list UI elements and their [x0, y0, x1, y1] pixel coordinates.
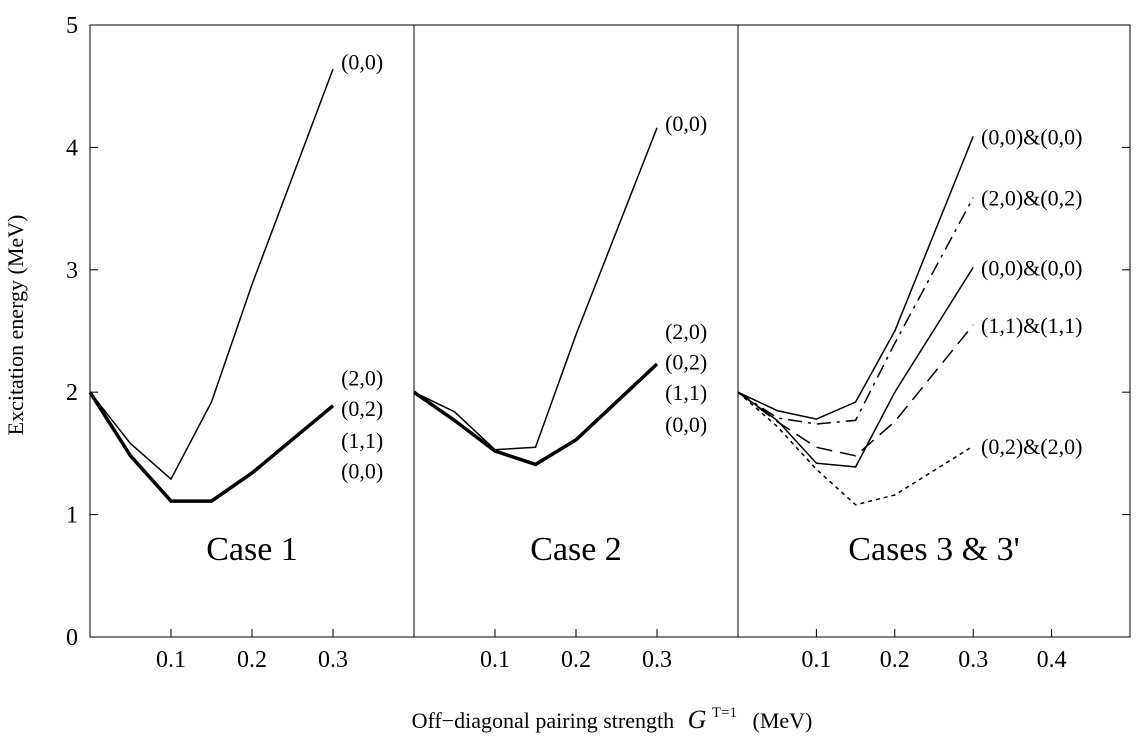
- series-line-4: [737, 324, 974, 457]
- x-tick-label: 0.2: [561, 647, 591, 673]
- curve-label-2: (2,0)&(0,2): [981, 186, 1082, 211]
- x-axis-title-superscript: T=1: [712, 705, 737, 721]
- x-axis-title-suffix: (MeV): [753, 708, 813, 733]
- y-tick-label: 1: [66, 503, 78, 529]
- y-axis-title: Excitation energy (MeV): [3, 215, 28, 436]
- series-line-1: [89, 68, 334, 481]
- x-axis-title: Off−diagonal pairing strength G T=1 (MeV…: [412, 697, 813, 734]
- x-tick-label: 0.3: [642, 647, 672, 673]
- panel-title: Cases 3 & 3': [848, 531, 1019, 568]
- series-line-1: [413, 127, 658, 451]
- curve-label-5: (0,2)&(2,0): [981, 434, 1082, 459]
- series-line-2: [737, 197, 974, 425]
- y-tick-label: 5: [66, 13, 78, 39]
- frame-border: [89, 24, 1131, 638]
- x-tick-label: 0.4: [1037, 647, 1067, 673]
- x-tick-label: 0.2: [880, 647, 910, 673]
- plot-frame: [89, 24, 1131, 638]
- panel-3: 0.1 0.2 0.3 0.4 (0,0)&(0,0) (2,0)&(0,2) (0,0)&…: [737, 124, 1082, 673]
- curve-label-1: (0,0)&(0,0): [981, 124, 1082, 149]
- series-line-3: [737, 267, 974, 468]
- x-tick-label: 0.1: [156, 647, 186, 673]
- curve-label-5: (0,0): [665, 412, 707, 437]
- panel-title: Case 2: [530, 531, 622, 568]
- x-tick-label: 0.3: [318, 647, 348, 673]
- x-tick-label: 0.3: [958, 647, 988, 673]
- panel-2: 0.1 0.2 0.3 (0,0) (2,0) (0,2) (1,1) (0,0) Case 2: [413, 111, 707, 673]
- curve-label-5: (0,0): [341, 459, 383, 484]
- x-axis-title-prefix: Off−diagonal pairing strength: [412, 708, 675, 733]
- series-line-2: [413, 362, 659, 467]
- curve-label-3: (0,2): [665, 350, 707, 375]
- curve-label-4: (1,1): [341, 428, 383, 453]
- curve-label-4: (1,1): [665, 380, 707, 405]
- curve-label-3: (0,0)&(0,0): [981, 255, 1082, 280]
- y-tick-label: 2: [66, 380, 78, 406]
- curve-label-4: (1,1)&(1,1): [981, 313, 1082, 338]
- curve-label-1: (0,0): [665, 111, 707, 136]
- curve-label-1: (0,0): [341, 50, 383, 75]
- curve-label-3: (0,2): [341, 396, 383, 421]
- series-line-5: [737, 391, 974, 506]
- y-tick-label: 3: [66, 258, 78, 284]
- y-tick-label: 0: [66, 625, 78, 651]
- x-tick-label: 0.2: [237, 647, 267, 673]
- curve-label-2: (2,0): [341, 366, 383, 391]
- panels: 0.1 0.2 0.3 (0,0) (2,0) (0,2) (1,1) (0,0) Case 1…: [88, 50, 1082, 673]
- x-axis-title-symbol: G: [688, 705, 707, 734]
- x-tick-label: 0.1: [801, 647, 831, 673]
- series-line-1: [737, 136, 974, 420]
- y-axis: 0 1 2 3 4 5: [66, 13, 1130, 651]
- series-line-2: [88, 391, 335, 503]
- panel-1: 0.1 0.2 0.3 (0,0) (2,0) (0,2) (1,1) (0,0) Case 1: [88, 50, 383, 673]
- x-tick-label: 0.1: [480, 647, 510, 673]
- panel-title: Case 1: [206, 531, 298, 568]
- y-tick-label: 4: [66, 135, 78, 161]
- curve-label-2: (2,0): [665, 319, 707, 344]
